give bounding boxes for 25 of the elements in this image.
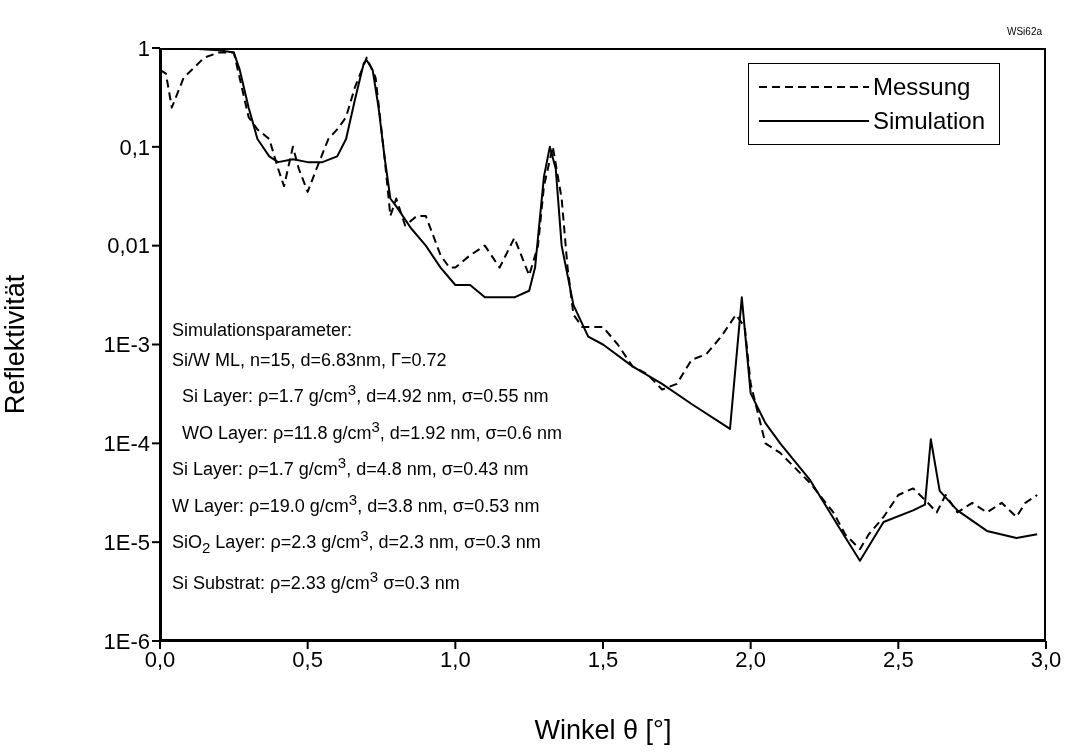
x-tick-label: 1,0: [440, 646, 471, 672]
annotation: W Layer: ρ=19.0 g/cm$^{3}$, d=3.8 nm, σ=0.53 nm: [172, 489, 541, 518]
y-axis-title: Reflektivität: [0, 274, 30, 415]
x-tick-label: 0,5: [292, 646, 323, 672]
annotation: WO Layer: ρ=11.8 g/cm$^{3}$, d=1.92 nm, σ=0.6 nm: [181, 416, 563, 445]
annotation: Si Layer: ρ=1.7 g/cm$^{3}$, d=4.8 nm, σ=0.43 nm: [172, 453, 530, 481]
x-tick-label: 2,0: [735, 646, 766, 672]
y-tick-label: 0,01: [107, 233, 150, 259]
annotation: SiO$_{2}$ Layer: ρ=2.3 g/cm$^{3}$, d=2.3 nm, σ=0.3 nm: [172, 526, 542, 558]
annotation: Si Substrat: ρ=2.33 g/cm$^{3}$ σ=0.3 nm: [172, 567, 461, 596]
text: WSi62a: [1006, 26, 1042, 37]
x-tick-label: 2,5: [883, 646, 914, 672]
legend-label: Messung: [872, 72, 971, 102]
y-tick-label: 1E-3: [103, 332, 150, 358]
annotation: Si Layer: ρ=1.7 g/cm$^{3}$, d=4.92 nm, σ=0.55 nm: [181, 380, 550, 408]
x-axis-title: Winkel θ [°]: [534, 715, 672, 745]
y-tick-label: 0,1: [119, 134, 150, 160]
annotation: Si/W ML, n=15, d=6.83nm, Γ=0.72: [172, 348, 448, 372]
y-tick-label: 1E-5: [103, 529, 150, 555]
legend-label: Simulation: [872, 106, 985, 136]
x-tick-label: 1,5: [587, 646, 619, 672]
annotation: Simulationsparameter:: [172, 319, 354, 342]
y-tick-label: 1: [137, 35, 150, 61]
y-tick-label: 1E-4: [103, 431, 150, 457]
x-tick-label: 3,0: [1030, 646, 1062, 672]
